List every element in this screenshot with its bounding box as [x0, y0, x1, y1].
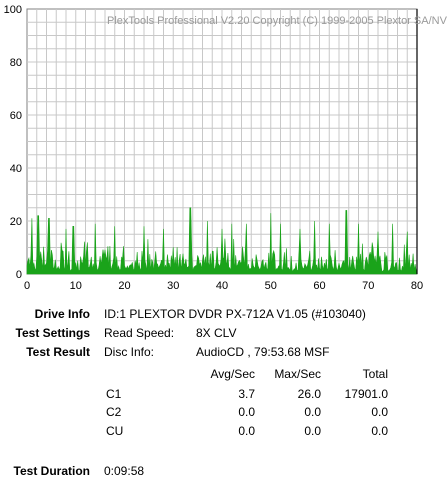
max-sec-header: Max/Sec: [274, 367, 321, 381]
error-rate-chart: PlexTools Professional V2.20 Copyright (…: [4, 4, 448, 292]
row-avg-c1: 3.7: [238, 387, 255, 401]
row-max-cu: 0.0: [304, 424, 321, 438]
x-tick-label: 70: [362, 280, 374, 292]
test-duration-label: Test Duration: [13, 464, 90, 478]
row-avg-cu: 0.0: [238, 424, 255, 438]
c1-error-area: [26, 207, 418, 275]
y-tick-label: 60: [10, 110, 22, 122]
y-tick-label: 80: [10, 57, 22, 69]
x-tick-label: 40: [216, 280, 228, 292]
x-tick-label: 0: [24, 280, 30, 292]
row-name-c2: C2: [106, 405, 122, 419]
x-tick-label: 10: [70, 280, 82, 292]
read-speed-value: 8X CLV: [196, 326, 237, 340]
x-tick-label: 80: [411, 280, 423, 292]
disc-info-label: Disc Info:: [104, 345, 155, 359]
drive-info-label: Drive Info: [34, 307, 90, 321]
read-speed-label: Read Speed:: [104, 326, 175, 340]
x-tick-label: 50: [265, 280, 277, 292]
row-max-c1: 26.0: [297, 387, 321, 401]
x-tick-label: 60: [313, 280, 325, 292]
avg-sec-header: Avg/Sec: [210, 367, 255, 381]
drive-info-value: ID:1 PLEXTOR DVDR PX-712A V1.05 (#103040…: [104, 307, 366, 321]
test-result-label: Test Result: [26, 345, 90, 359]
row-total-c1: 17901.0: [344, 387, 388, 401]
x-tick-label: 20: [118, 280, 130, 292]
row-name-c1: C1: [106, 387, 122, 401]
y-tick-label: 20: [10, 216, 22, 228]
chart-watermark: PlexTools Professional V2.20 Copyright (…: [107, 15, 448, 27]
disc-info-value: AudioCD , 79:53.68 MSF: [196, 345, 330, 359]
row-avg-c2: 0.0: [238, 405, 255, 419]
test-duration-value: 0:09:58: [104, 464, 145, 478]
row-name-cu: CU: [106, 424, 124, 438]
y-axis-ticks: 0 20 40 60 80 100: [4, 4, 22, 281]
y-tick-label: 100: [4, 4, 22, 16]
x-axis-ticks: 0 10 20 30 40 50 60 70 80: [24, 280, 423, 292]
y-tick-label: 40: [10, 163, 22, 175]
row-total-c2: 0.0: [371, 405, 388, 419]
y-tick-label: 0: [16, 269, 22, 281]
test-settings-label: Test Settings: [15, 326, 90, 340]
row-max-c2: 0.0: [304, 405, 321, 419]
total-header: Total: [362, 367, 388, 381]
row-total-cu: 0.0: [371, 424, 388, 438]
x-tick-label: 30: [167, 280, 179, 292]
